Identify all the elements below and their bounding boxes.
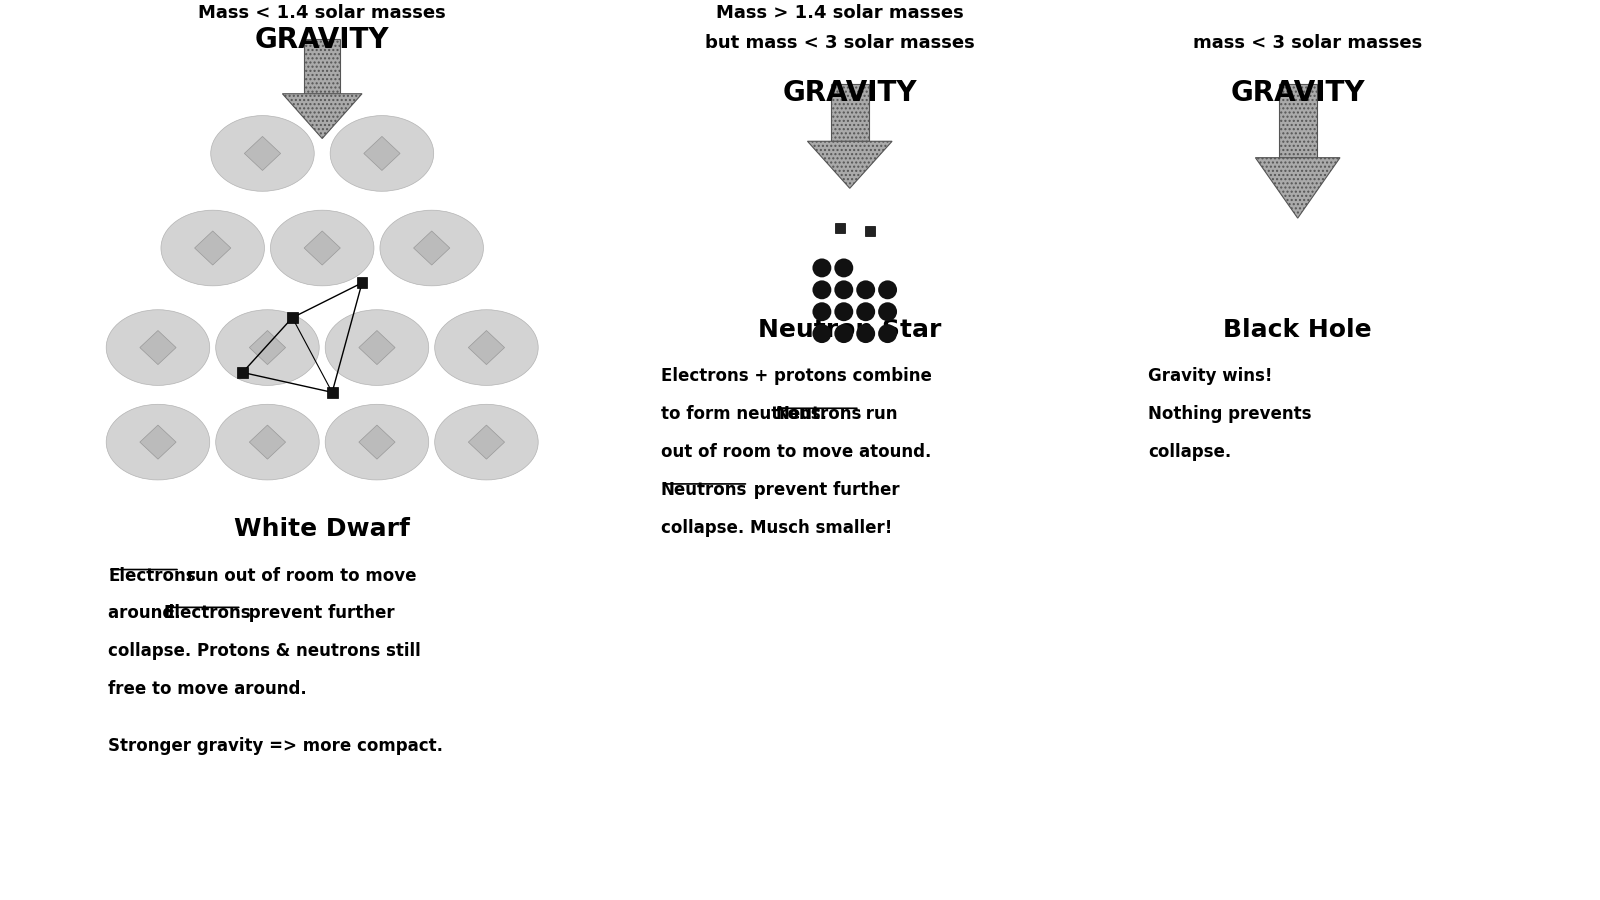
Text: collapse. Musch smaller!: collapse. Musch smaller!: [661, 518, 893, 536]
Text: Neutron Star: Neutron Star: [758, 318, 941, 342]
Polygon shape: [363, 137, 400, 170]
Polygon shape: [413, 231, 450, 265]
Circle shape: [834, 324, 853, 343]
Circle shape: [856, 302, 875, 321]
Text: but mass < 3 solar masses: but mass < 3 solar masses: [706, 34, 974, 52]
Text: Mass < 1.4 solar masses: Mass < 1.4 solar masses: [198, 4, 446, 22]
Text: prevent further: prevent further: [749, 481, 899, 499]
Polygon shape: [469, 425, 504, 459]
Ellipse shape: [325, 404, 429, 480]
Polygon shape: [250, 425, 285, 459]
Text: collapse. Protons & neutrons still: collapse. Protons & neutrons still: [109, 643, 421, 661]
Text: collapse.: collapse.: [1149, 443, 1232, 461]
Bar: [286, 312, 298, 323]
Text: Electrons: Electrons: [109, 566, 195, 584]
Ellipse shape: [216, 404, 320, 480]
Ellipse shape: [106, 310, 210, 385]
Text: Gravity wins!: Gravity wins!: [1149, 367, 1274, 385]
Circle shape: [813, 258, 832, 277]
Ellipse shape: [435, 310, 538, 385]
Polygon shape: [358, 425, 395, 459]
Circle shape: [878, 302, 898, 321]
Circle shape: [813, 324, 832, 343]
Ellipse shape: [216, 310, 320, 385]
Text: Stronger gravity => more compact.: Stronger gravity => more compact.: [109, 737, 443, 755]
Bar: [326, 387, 338, 398]
Bar: [357, 277, 368, 288]
Polygon shape: [1278, 84, 1317, 158]
Text: around.: around.: [109, 605, 187, 623]
Ellipse shape: [325, 310, 429, 385]
Polygon shape: [808, 141, 893, 188]
Polygon shape: [195, 231, 230, 265]
Ellipse shape: [211, 115, 314, 192]
Circle shape: [813, 281, 832, 300]
Ellipse shape: [106, 404, 210, 480]
Text: run: run: [859, 405, 898, 423]
Polygon shape: [304, 39, 341, 94]
Ellipse shape: [270, 211, 374, 286]
Text: GRAVITY: GRAVITY: [1230, 79, 1365, 107]
Ellipse shape: [379, 211, 483, 286]
Text: Neutrons: Neutrons: [774, 405, 861, 423]
Circle shape: [834, 281, 853, 300]
Ellipse shape: [162, 211, 264, 286]
Circle shape: [834, 258, 853, 277]
Polygon shape: [139, 425, 176, 459]
Bar: [835, 223, 845, 233]
Circle shape: [834, 302, 853, 321]
Polygon shape: [358, 330, 395, 365]
Text: GRAVITY: GRAVITY: [782, 79, 917, 107]
Circle shape: [813, 302, 832, 321]
Circle shape: [878, 324, 898, 343]
Polygon shape: [1256, 158, 1341, 218]
Text: Nothing prevents: Nothing prevents: [1149, 405, 1312, 423]
Bar: [237, 367, 248, 378]
Polygon shape: [304, 231, 341, 265]
Text: GRAVITY: GRAVITY: [254, 26, 389, 54]
Text: Electrons: Electrons: [163, 605, 251, 623]
Circle shape: [856, 324, 875, 343]
Text: prevent further: prevent further: [243, 605, 394, 623]
Text: Black Hole: Black Hole: [1224, 318, 1373, 342]
Circle shape: [856, 281, 875, 300]
Polygon shape: [245, 137, 280, 170]
Polygon shape: [139, 330, 176, 365]
Text: free to move around.: free to move around.: [109, 680, 307, 698]
Text: to form neutrons.: to form neutrons.: [661, 405, 832, 423]
Text: mass < 3 solar masses: mass < 3 solar masses: [1194, 34, 1422, 52]
Ellipse shape: [330, 115, 434, 192]
Polygon shape: [250, 330, 285, 365]
Polygon shape: [469, 330, 504, 365]
Text: run out of room to move: run out of room to move: [181, 566, 416, 584]
Polygon shape: [282, 94, 362, 139]
Text: White Dwarf: White Dwarf: [234, 517, 410, 541]
Ellipse shape: [435, 404, 538, 480]
Text: Neutrons: Neutrons: [661, 481, 747, 499]
Bar: [864, 226, 875, 236]
Text: Electrons + protons combine: Electrons + protons combine: [661, 367, 931, 385]
Text: out of room to move atound.: out of room to move atound.: [661, 443, 931, 461]
Polygon shape: [830, 84, 869, 141]
Text: Mass > 1.4 solar masses: Mass > 1.4 solar masses: [715, 4, 963, 22]
Circle shape: [878, 281, 898, 300]
